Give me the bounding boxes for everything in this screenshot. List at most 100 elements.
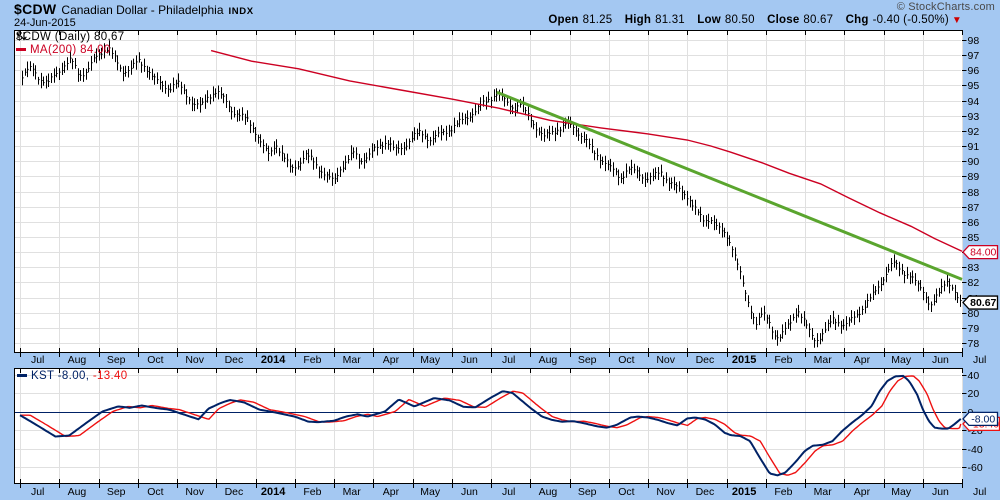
svg-text:Aug: Aug xyxy=(68,486,87,498)
kst-date-axis-labels: Jul Aug Sep Oct Nov Dec 2014 Feb Mar Apr May Jun Jul… xyxy=(31,486,986,498)
svg-text:Feb: Feb xyxy=(774,486,792,498)
svg-text:Nov: Nov xyxy=(185,354,204,366)
svg-text:Oct: Oct xyxy=(147,354,163,366)
open-label: Open xyxy=(548,14,579,26)
low-label: Low xyxy=(697,14,721,26)
svg-text:92: 92 xyxy=(968,126,980,138)
svg-text:82: 82 xyxy=(968,277,980,289)
chg-value: -0.40 (-0.50%) xyxy=(872,14,949,26)
kst-legend-dash-icon xyxy=(17,374,27,377)
svg-text:20: 20 xyxy=(968,388,980,400)
svg-text:Apr: Apr xyxy=(854,354,871,366)
close-label: Close xyxy=(767,14,800,26)
ma200-line xyxy=(210,49,963,252)
change-down-triangle-icon: ▼ xyxy=(951,15,962,26)
date-axis-labels: Jul Aug Sep Oct Nov Dec 2014 Feb Mar Apr May Jun Jul… xyxy=(31,354,986,366)
svg-text:-60: -60 xyxy=(968,462,983,474)
svg-text:Jun: Jun xyxy=(461,486,478,498)
close-value: 80.67 xyxy=(803,14,834,26)
grid-lines xyxy=(15,31,963,351)
svg-text:-40: -40 xyxy=(968,444,983,456)
svg-text:90: 90 xyxy=(968,156,980,168)
svg-text:Nov: Nov xyxy=(656,354,675,366)
svg-text:-8.00: -8.00 xyxy=(971,413,995,425)
svg-text:93: 93 xyxy=(968,111,980,123)
kst-signal-legend-value: -13.40 xyxy=(92,370,128,382)
svg-text:Sep: Sep xyxy=(578,486,597,498)
open-value: 81.25 xyxy=(582,14,613,26)
svg-text:83: 83 xyxy=(968,262,980,274)
price-legend-label: $CDW (Daily) 80.67 xyxy=(16,31,125,43)
kst-grid-lines xyxy=(15,369,963,482)
svg-text:Nov: Nov xyxy=(656,486,675,498)
kst-panel-legend: KST -8.00, -13.40 xyxy=(17,370,128,383)
svg-text:89: 89 xyxy=(968,171,980,183)
price-bars xyxy=(22,40,962,348)
svg-text:Jun: Jun xyxy=(932,486,949,498)
kst-indicator-panel: 40200-20-40-60JulAugSepOctNovDec2014FebM… xyxy=(14,368,1000,498)
svg-text:Apr: Apr xyxy=(854,486,871,498)
svg-text:2015: 2015 xyxy=(732,486,756,498)
svg-text:Feb: Feb xyxy=(303,354,321,366)
exchange-label: INDX xyxy=(228,6,254,17)
svg-text:Sep: Sep xyxy=(578,354,597,366)
svg-text:Jul: Jul xyxy=(502,486,515,498)
svg-text:2014: 2014 xyxy=(261,486,286,498)
price-panel-legend: $CDW (Daily) 80.67 MA(200) 84.00 xyxy=(16,31,125,57)
svg-text:Jul: Jul xyxy=(973,486,986,498)
svg-text:Sep: Sep xyxy=(107,486,126,498)
svg-text:Dec: Dec xyxy=(696,486,715,498)
svg-text:Jul: Jul xyxy=(502,354,515,366)
svg-text:88: 88 xyxy=(968,187,980,199)
svg-text:84.00: 84.00 xyxy=(970,247,996,259)
svg-text:Sep: Sep xyxy=(107,354,126,366)
ohlc-quote-bar: Open 81.25 High 81.31 Low 80.50 Close 80.67 … xyxy=(548,14,962,26)
kst-line xyxy=(19,374,962,477)
svg-text:Oct: Oct xyxy=(147,486,163,498)
price-plot-icon xyxy=(17,32,27,41)
svg-text:Jun: Jun xyxy=(932,354,949,366)
svg-text:78: 78 xyxy=(968,338,980,350)
svg-text:Mar: Mar xyxy=(814,486,833,498)
kst-legend-value: KST -8.00, xyxy=(31,370,90,382)
svg-text:96: 96 xyxy=(968,65,980,77)
ma-legend-label: MA(200) 84.00 xyxy=(30,44,111,56)
svg-text:Mar: Mar xyxy=(814,354,833,366)
axis-ticks xyxy=(20,31,967,357)
svg-text:Nov: Nov xyxy=(185,486,204,498)
ma-price-tag: 84.00 xyxy=(962,244,999,260)
svg-text:May: May xyxy=(420,354,441,366)
svg-text:80: 80 xyxy=(968,308,980,320)
kst-signal-line xyxy=(20,375,962,476)
high-value: 81.31 xyxy=(655,14,685,26)
svg-text:Feb: Feb xyxy=(303,486,321,498)
svg-text:Jul: Jul xyxy=(31,486,44,498)
svg-text:Feb: Feb xyxy=(774,354,792,366)
svg-text:86: 86 xyxy=(968,217,980,229)
svg-text:2015: 2015 xyxy=(732,354,756,366)
kst-axis-ticks xyxy=(20,369,967,488)
svg-text:2014: 2014 xyxy=(261,354,286,366)
copyright-label: © StockCharts.com xyxy=(896,1,995,13)
svg-text:Oct: Oct xyxy=(618,486,634,498)
ma-legend-dash-icon xyxy=(16,48,26,51)
svg-text:May: May xyxy=(420,486,441,498)
svg-text:Aug: Aug xyxy=(68,354,87,366)
svg-text:Mar: Mar xyxy=(343,486,362,498)
svg-text:Dec: Dec xyxy=(696,354,715,366)
chg-label: Chg xyxy=(845,14,869,26)
low-value: 80.50 xyxy=(724,14,755,26)
svg-text:May: May xyxy=(891,354,912,366)
svg-text:Dec: Dec xyxy=(225,354,244,366)
svg-text:98: 98 xyxy=(968,35,980,47)
price-chart-panel: 9897969594939291908988878685848382818079… xyxy=(14,30,999,366)
svg-text:95: 95 xyxy=(968,80,980,92)
svg-text:79: 79 xyxy=(968,323,980,335)
trendline xyxy=(496,90,963,281)
svg-text:May: May xyxy=(891,486,912,498)
svg-text:Jun: Jun xyxy=(461,354,478,366)
chart-title: $CDW Canadian Dollar - Philadelphia INDX xyxy=(14,1,254,19)
svg-text:Oct: Oct xyxy=(618,354,634,366)
close-price-tag: 80.67 xyxy=(962,295,999,310)
